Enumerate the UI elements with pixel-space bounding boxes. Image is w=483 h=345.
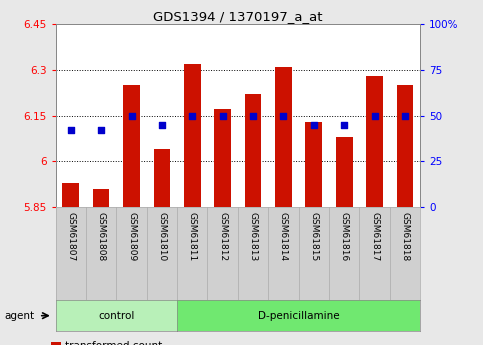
Bar: [305, 122, 322, 207]
Point: [67, 127, 74, 133]
Point: [97, 127, 105, 133]
Text: GSM61813: GSM61813: [249, 211, 257, 261]
Bar: [245, 94, 261, 207]
Text: GSM61816: GSM61816: [340, 211, 349, 261]
Text: transformed count: transformed count: [65, 341, 162, 345]
Point: [280, 113, 287, 118]
Bar: [62, 183, 79, 207]
Bar: [397, 85, 413, 207]
Point: [219, 113, 227, 118]
Text: control: control: [98, 311, 134, 321]
Point: [128, 113, 135, 118]
Text: GDS1394 / 1370197_a_at: GDS1394 / 1370197_a_at: [153, 10, 323, 23]
Text: GSM61810: GSM61810: [157, 211, 167, 261]
Point: [341, 122, 348, 127]
Point: [371, 113, 379, 118]
Text: GSM61809: GSM61809: [127, 211, 136, 261]
Text: GSM61808: GSM61808: [97, 211, 106, 261]
Text: GSM61811: GSM61811: [188, 211, 197, 261]
Text: GSM61815: GSM61815: [309, 211, 318, 261]
Bar: [366, 76, 383, 207]
Bar: [336, 137, 353, 207]
Text: GSM61817: GSM61817: [370, 211, 379, 261]
Text: agent: agent: [5, 311, 35, 321]
Bar: [123, 85, 140, 207]
Point: [188, 113, 196, 118]
Text: GSM61812: GSM61812: [218, 211, 227, 261]
Bar: [214, 109, 231, 207]
Bar: [154, 149, 170, 207]
Bar: [93, 189, 110, 207]
Text: GSM61807: GSM61807: [66, 211, 75, 261]
Text: GSM61814: GSM61814: [279, 211, 288, 261]
Bar: [184, 64, 200, 207]
Point: [310, 122, 318, 127]
Bar: [275, 67, 292, 207]
Text: GSM61818: GSM61818: [400, 211, 410, 261]
Point: [249, 113, 257, 118]
Point: [158, 122, 166, 127]
Point: [401, 113, 409, 118]
Text: D-penicillamine: D-penicillamine: [258, 311, 340, 321]
